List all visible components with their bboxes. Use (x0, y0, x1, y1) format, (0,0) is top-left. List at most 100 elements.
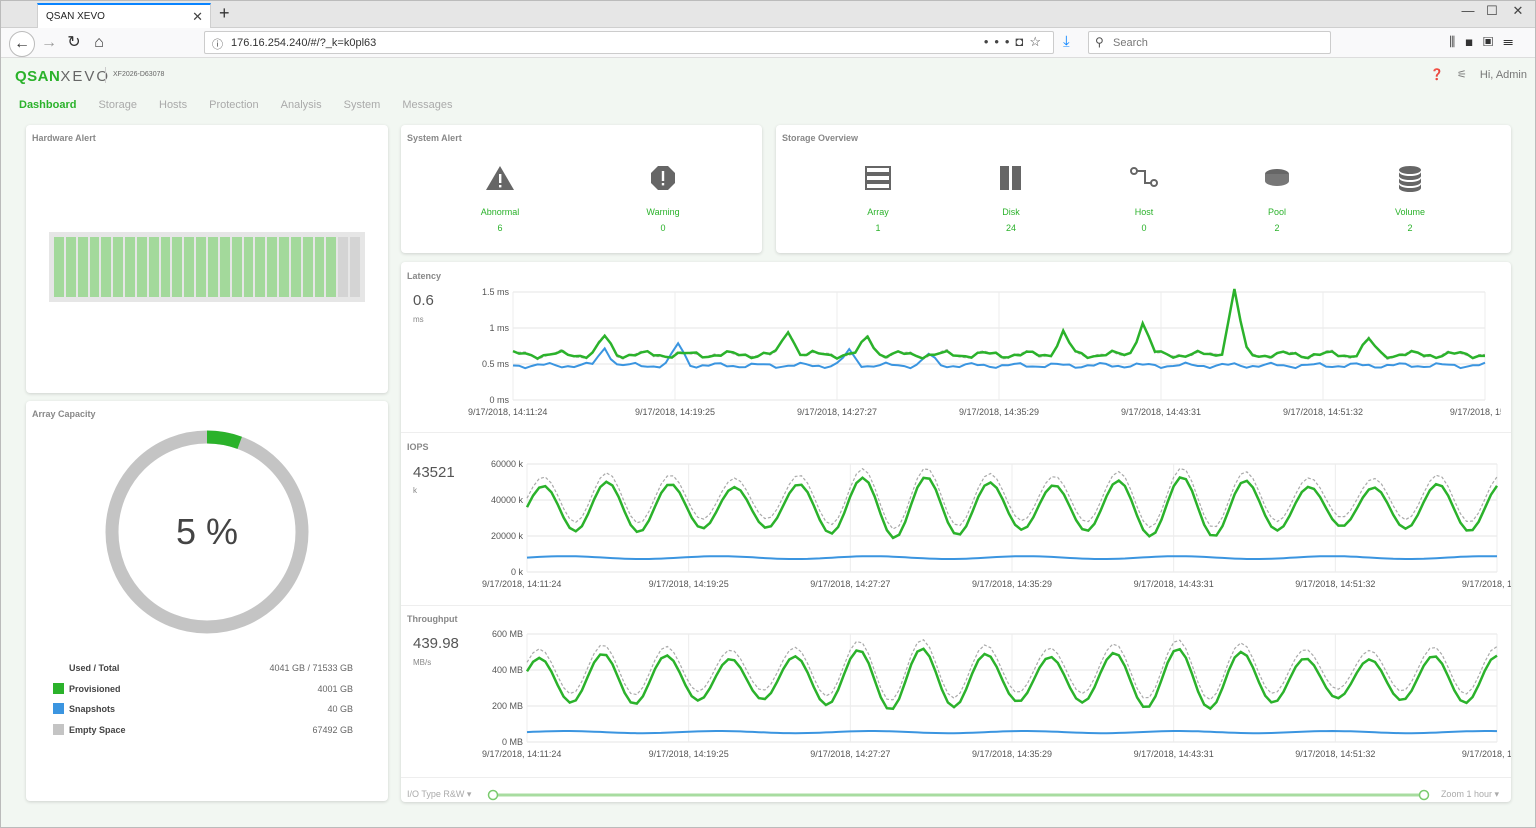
menu-item-analysis[interactable]: Analysis (280, 99, 322, 111)
capacity-legend: Used / Total 4041 GB / 71533 GB Provisio… (53, 661, 353, 743)
overview-disk[interactable]: Disk 24 (971, 165, 1051, 233)
hardware-slot[interactable] (148, 237, 159, 297)
info-icon[interactable]: ⓘ (212, 39, 223, 51)
pool-icon (1265, 169, 1289, 186)
legend-header-label: Used / Total (69, 663, 120, 673)
io-type-select[interactable]: I/O Type R&W ▾ (407, 789, 472, 799)
hardware-slot[interactable] (196, 237, 206, 297)
hardware-slot[interactable] (207, 237, 218, 297)
hardware-slot-bar[interactable] (49, 232, 365, 302)
hardware-slot[interactable] (113, 237, 124, 297)
hardware-slot[interactable] (290, 237, 301, 297)
hardware-slot[interactable] (54, 237, 64, 297)
alert-warning[interactable]: Warning 0 (623, 165, 703, 233)
latency-chart[interactable]: 1.5 ms 1 ms 0.5 ms 0 ms 9/17/2018, 14:11:24 9… (441, 282, 1501, 422)
menu-item-dashboard[interactable]: Dashboard (19, 99, 77, 111)
reload-icon[interactable]: ↻ (67, 34, 81, 51)
hardware-slot[interactable] (65, 237, 76, 297)
browser-tab[interactable]: QSAN XEVO ✕ (37, 3, 211, 28)
hardware-slot[interactable] (184, 237, 195, 297)
volume-icon (1399, 166, 1421, 192)
throughput-x-tick: 9/17/2018, 15:01:04 (1462, 749, 1511, 759)
help-icon[interactable]: ❓ (1430, 69, 1444, 81)
close-tab-icon[interactable]: ✕ (192, 9, 203, 24)
hardware-slot[interactable] (326, 237, 337, 297)
app-root: QSANXEVO XF2026-D63078 ❓ ⚟ Hi, Admin Das… (1, 58, 1535, 827)
hardware-slot[interactable] (89, 237, 100, 297)
iops-x-tick: 9/17/2018, 14:51:32 (1295, 579, 1375, 589)
hardware-slot[interactable] (172, 237, 183, 297)
search-icon: ⚲ (1095, 35, 1104, 49)
menu-item-messages[interactable]: Messages (402, 99, 453, 111)
overview-array[interactable]: Array 1 (838, 165, 918, 233)
toolbar-icons[interactable]: ⫼◼▣☰ (1449, 34, 1523, 49)
array-capacity-card: Array Capacity 5 % Used / Total 4041 GB … (26, 401, 388, 801)
hardware-slot[interactable] (243, 237, 254, 297)
array-icon (865, 166, 891, 190)
slider-end-handle[interactable] (1418, 789, 1430, 801)
forward-icon[interactable]: → (41, 34, 57, 51)
time-range-slider[interactable] (486, 788, 1431, 802)
new-tab-button[interactable]: + (219, 3, 230, 23)
throughput-x-tick: 9/17/2018, 14:43:31 (1134, 749, 1214, 759)
hardware-slot[interactable] (125, 237, 135, 297)
overview-label: Host (1134, 207, 1154, 217)
maximize-icon[interactable]: ☐ (1486, 3, 1498, 18)
throughput-y-tick: 600 MB (492, 629, 523, 639)
url-tools-icons[interactable]: •••◘☆ (983, 34, 1047, 49)
menu-item-system[interactable]: System (343, 99, 381, 111)
hardware-slot[interactable] (350, 237, 360, 297)
user-greeting[interactable]: Hi, Admin (1479, 69, 1527, 81)
system-alert-card: System Alert Abnormal 6 Warning 0 (401, 125, 762, 253)
legend-row-empty-space: Empty Space 67492 GB (53, 723, 353, 744)
hardware-slot[interactable] (314, 237, 325, 297)
throughput-y-tick: 400 MB (492, 665, 523, 675)
menu-item-hosts[interactable]: Hosts (159, 99, 188, 111)
iops-x-tick: 9/17/2018, 15:01:04 (1462, 579, 1511, 589)
latency-x-tick: 9/17/2018, 14:19:25 (635, 407, 715, 417)
search-input[interactable]: ⚲ Search (1088, 31, 1331, 54)
menu-item-protection[interactable]: Protection (209, 99, 259, 111)
slider-start-handle[interactable] (487, 789, 499, 801)
alert-abnormal[interactable]: Abnormal 6 (460, 165, 540, 233)
overview-value: 1 (875, 223, 881, 233)
throughput-chart[interactable]: 600 MB 400 MB 200 MB 0 MB 9/17/2018, 14:11:2… (441, 624, 1511, 764)
hardware-slot[interactable] (338, 237, 349, 297)
iops-chart[interactable]: 60000 k 40000 k 20000 k 0 k 9/17/2018, 14:11… (441, 454, 1511, 594)
iops-x-tick: 9/17/2018, 14:43:31 (1134, 579, 1214, 589)
hardware-slot[interactable] (302, 237, 313, 297)
legend-label: Empty Space (69, 724, 126, 735)
hardware-slot[interactable] (77, 237, 88, 297)
throughput-title: Throughput (407, 614, 458, 624)
hardware-slot[interactable] (255, 237, 266, 297)
hardware-slot[interactable] (231, 237, 242, 297)
logo-primary: QSAN (15, 68, 61, 85)
overview-pool[interactable]: Pool 2 (1237, 165, 1317, 233)
window-close-icon[interactable]: ✕ (1512, 3, 1524, 18)
throughput-avg-line (526, 639, 1498, 701)
hardware-slot[interactable] (279, 237, 289, 297)
donut-used-arc (105, 430, 309, 634)
menu-item-storage[interactable]: Storage (98, 99, 137, 111)
hardware-slot[interactable] (267, 237, 278, 297)
hardware-slot[interactable] (101, 237, 112, 297)
main-menu: Dashboard Storage Hosts Protection Analysis S… (19, 99, 474, 111)
app-logo: QSANXEVO (15, 68, 110, 85)
settings-icon[interactable]: ⚟ (1456, 69, 1467, 81)
minimize-icon[interactable]: — (1461, 3, 1475, 18)
iops-x-tick: 9/17/2018, 14:35:29 (972, 579, 1052, 589)
hardware-alert-title: Hardware Alert (32, 133, 96, 143)
hardware-slot[interactable] (160, 237, 171, 297)
hardware-slot[interactable] (136, 237, 147, 297)
overview-volume[interactable]: Volume 2 (1370, 165, 1450, 233)
alert-label: Warning (646, 207, 680, 217)
hardware-slot[interactable] (219, 237, 230, 297)
overview-host[interactable]: Host 0 (1104, 165, 1184, 233)
home-icon[interactable]: ⌂ (94, 34, 104, 51)
throughput-unit: MB/s (413, 658, 432, 667)
url-bar[interactable]: ⓘ 176.16.254.240/#/?_k=k0pl63 •••◘☆ (204, 31, 1054, 54)
back-icon[interactable]: ← (9, 31, 35, 57)
download-icon[interactable]: ⤓ (1063, 33, 1070, 50)
zoom-select[interactable]: Zoom 1 hour ▾ (1440, 789, 1499, 799)
